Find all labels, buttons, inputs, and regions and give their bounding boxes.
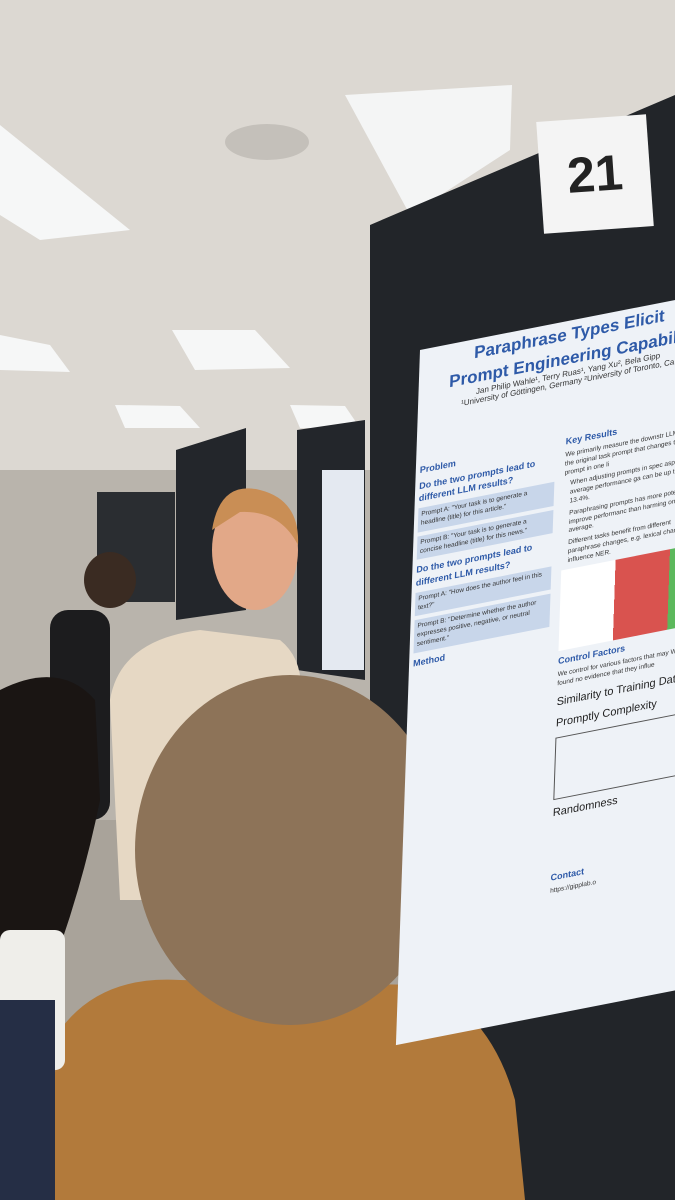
poster: Paraphrase Types Elicit Prompt Engineeri… [395, 291, 675, 1046]
speaker [225, 124, 309, 160]
presenter-hair [212, 488, 299, 545]
ceiling-light [345, 85, 512, 215]
poster-distant [322, 470, 364, 670]
ceiling-light [0, 125, 130, 240]
ceiling-light [115, 405, 200, 428]
poster-left-column: Problem Do the two prompts lead to diffe… [413, 433, 556, 673]
ceiling-light [0, 335, 70, 372]
person-background [84, 552, 136, 608]
ceiling-light [290, 405, 360, 428]
board-number: 21 [536, 114, 654, 234]
poster-right-column: Key Results We primarily measure the dow… [550, 405, 675, 897]
listener-foreground [0, 1000, 55, 1200]
listener-hair [135, 675, 445, 1025]
listener-hair-left [0, 677, 100, 1000]
ceiling-light [172, 330, 290, 370]
